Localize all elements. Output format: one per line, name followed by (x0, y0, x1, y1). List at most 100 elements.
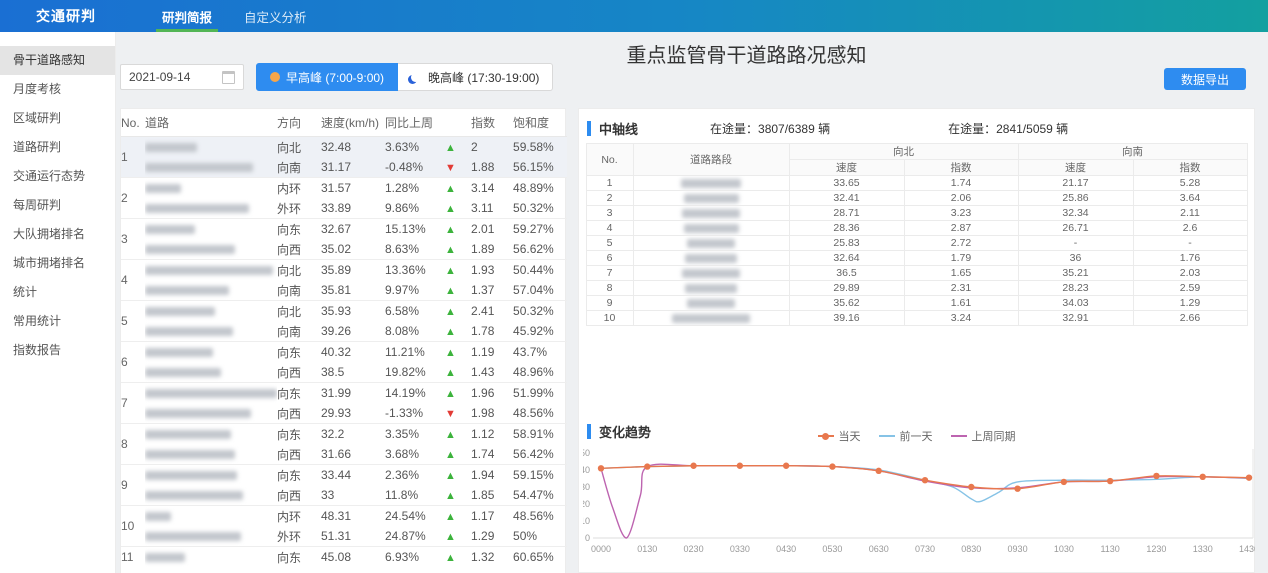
central-axis-table: No. 道路路段 向北 向南 速度 指数 速度 指数 1 33.65 1.74 21.… (585, 143, 1248, 326)
main-table-row[interactable]: 10 内环 48.31 24.54% ▲ 1.17 48.56% (121, 505, 568, 547)
main-table-row[interactable]: 8 向东 32.2 3.35% ▲ 1.12 58.91% (121, 423, 568, 465)
trend-cell: ▲ (445, 198, 471, 219)
road-segment-cell (632, 250, 790, 266)
main-table-row[interactable]: 7 向东 31.99 14.19% ▲ 1.96 51.99% (121, 382, 568, 424)
data-point-marker[interactable] (875, 467, 882, 475)
main-table-row[interactable]: 11 向东 45.08 6.93% ▲ 1.32 60.65% (121, 546, 568, 567)
main-table-row[interactable]: 向西 29.93 -1.33% ▼ 1.98 48.56% (121, 403, 567, 424)
direction-cell: 向东 (277, 341, 321, 362)
transit-table-row[interactable]: 10 39.16 3.24 32.91 2.66 (585, 310, 1248, 326)
main-table-row[interactable]: 9 向东 33.44 2.36% ▲ 1.94 59.15% (121, 464, 568, 506)
redacted-road-name (145, 266, 273, 276)
main-table-row[interactable]: 5 向北 35.93 6.58% ▲ 2.41 50.32% (121, 300, 568, 342)
data-point-marker[interactable] (921, 477, 929, 484)
redacted-road-name (145, 245, 235, 255)
main-table-row[interactable]: 2 内环 31.57 1.28% ▲ 3.14 48.89% (121, 177, 568, 219)
trend-up-icon: ▲ (445, 347, 456, 359)
transit-table-row[interactable]: 6 32.64 1.79 36 1.76 (585, 250, 1248, 266)
south-speed-cell: 28.23 (1017, 280, 1134, 296)
main-table-row[interactable]: 向西 33 11.8% ▲ 1.85 54.47% (121, 485, 567, 506)
sidebar-item[interactable]: 统计 (13, 285, 38, 299)
sidebar-item[interactable]: 每周研判 (13, 198, 62, 212)
main-table-row[interactable]: 3 向东 32.67 15.13% ▲ 2.01 59.27% (121, 218, 568, 260)
main-table-row[interactable]: 向南 35.81 9.97% ▲ 1.37 57.04% (121, 280, 567, 301)
data-point-marker[interactable] (829, 463, 836, 470)
date-picker[interactable]: 2021-09-14 (120, 64, 244, 90)
road-name-cell (145, 198, 277, 219)
morning-peak-button[interactable]: 早高峰 (7:00-9:00) (256, 63, 399, 91)
row-number: 2 (121, 177, 145, 219)
topbar-tab[interactable]: 自定义分析 (244, 10, 307, 25)
sidebar-item[interactable]: 骨干道路感知 (0, 46, 115, 75)
data-point-marker[interactable] (736, 462, 744, 469)
wow-percent-cell: 19.82% (385, 365, 426, 379)
sidebar-item[interactable]: 道路研判 (13, 140, 62, 154)
transit-table-row[interactable]: 1 33.65 1.74 21.17 5.28 (585, 175, 1248, 191)
wow-percent-cell: 24.54% (385, 505, 445, 526)
road-name-cell (145, 485, 277, 506)
main-table-row[interactable]: 6 向东 40.32 11.21% ▲ 1.19 43.7% (121, 341, 568, 383)
transit-table-row[interactable]: 5 25.83 2.72- - (585, 235, 1248, 251)
wow-percent-cell: 3.68% (385, 447, 420, 461)
south-speed-cell: 35.21 (1017, 265, 1134, 281)
main-table-row[interactable]: 1 向北 32.48 3.63% ▲ 2 59.58% (121, 136, 568, 178)
data-point-marker[interactable] (644, 463, 651, 470)
road-segment-cell (632, 295, 790, 311)
data-point-marker[interactable] (1245, 474, 1253, 481)
sidebar-item[interactable]: 城市拥堵排名 (13, 256, 86, 270)
main-table-row[interactable]: 4 向北 35.89 13.36% ▲ 1.93 50.44% (121, 259, 568, 301)
transit-table-row[interactable]: 2 32.41 2.06 25.86 3.64 (585, 190, 1248, 206)
main-table-row[interactable]: 外环 51.31 24.87% ▲ 1.29 50% (121, 526, 567, 547)
x-axis-tick-label: 0000 (591, 544, 611, 554)
redacted-road-name (145, 327, 233, 337)
sidebar-item[interactable]: 交通运行态势 (13, 169, 86, 183)
main-table-row[interactable]: 向南 39.26 8.08% ▲ 1.78 45.92% (121, 321, 567, 342)
evening-peak-button[interactable]: 晚高峰 (17:30-19:00) (398, 63, 554, 91)
date-value: 2021-09-14 (129, 70, 191, 84)
sidebar-item[interactable]: 大队拥堵排名 (13, 227, 86, 241)
data-point-marker[interactable] (597, 465, 605, 472)
index-cell: 3.11 (471, 201, 494, 215)
transit-table-row[interactable]: 4 28.36 2.87 26.71 2.6 (585, 220, 1248, 236)
data-point-marker[interactable] (1153, 472, 1160, 480)
south-speed-cell: 32.91 (1017, 310, 1134, 326)
index-cell: 2.01 (471, 218, 514, 239)
x-axis-tick-label: 0330 (730, 544, 750, 554)
main-table-row[interactable]: 向西 38.5 19.82% ▲ 1.43 48.96% (121, 362, 567, 383)
legend-item[interactable]: 当天 (817, 428, 861, 444)
sidebar-item[interactable]: 月度考核 (13, 82, 62, 96)
main-road-table-card: No. 道路 方向 速度(km/h) 同比上周 指数 饱和度 1 向北 32.48 3… (120, 108, 568, 573)
legend-item[interactable]: 前一天 (878, 428, 933, 444)
data-point-marker[interactable] (690, 462, 697, 469)
sidebar-menu: 骨干道路感知月度考核区域研判道路研判交通运行态势 每周研判大队拥堵排名 城市拥堵排名… (0, 32, 115, 365)
sidebar-item[interactable]: 常用统计 (13, 314, 62, 328)
onway-stat-north: 在途量：3807/6389 辆 (710, 120, 830, 137)
legend-item[interactable]: 上周同期 (950, 428, 1016, 444)
data-point-marker[interactable] (1014, 485, 1021, 492)
transit-table-row[interactable]: 8 29.89 2.31 28.23 2.59 (585, 280, 1248, 296)
redacted-road-name (681, 178, 741, 188)
trend-cell: ▲ (445, 485, 471, 506)
main-table-row[interactable]: 外环 33.89 9.86% ▲ 3.11 50.32% (121, 198, 567, 219)
transit-table-row[interactable]: 9 35.62 1.61 34.03 1.29 (585, 295, 1248, 311)
road-name-cell (145, 300, 277, 321)
transit-table-row[interactable]: 7 36.5 1.65 35.21 2.03 (585, 265, 1248, 281)
data-point-marker[interactable] (1199, 473, 1206, 480)
direction-cell: 向东 (277, 218, 321, 239)
main-table-row[interactable]: 向西 35.02 8.63% ▲ 1.89 56.62% (121, 239, 567, 260)
redacted-road-name (687, 298, 735, 308)
data-point-marker[interactable] (968, 483, 975, 491)
trend-up-icon: ▲ (445, 142, 456, 154)
transit-table-row[interactable]: 3 28.71 3.23 32.34 2.11 (585, 205, 1248, 221)
main-table-row[interactable]: 向南 31.17 -0.48% ▼ 1.88 56.15% (121, 157, 568, 178)
main-table-row[interactable]: 向西 31.66 3.68% ▲ 1.74 56.42% (121, 444, 567, 465)
sidebar-item[interactable]: 指数报告 (13, 343, 62, 357)
sidebar-item[interactable]: 区域研判 (13, 111, 62, 125)
data-point-marker[interactable] (1060, 478, 1068, 486)
data-export-button[interactable]: 数据导出 (1164, 68, 1246, 90)
data-point-marker[interactable] (782, 462, 790, 469)
data-point-marker[interactable] (1106, 477, 1114, 485)
sun-icon (270, 72, 280, 82)
topbar-tab[interactable]: 研判简报 (146, 0, 228, 32)
